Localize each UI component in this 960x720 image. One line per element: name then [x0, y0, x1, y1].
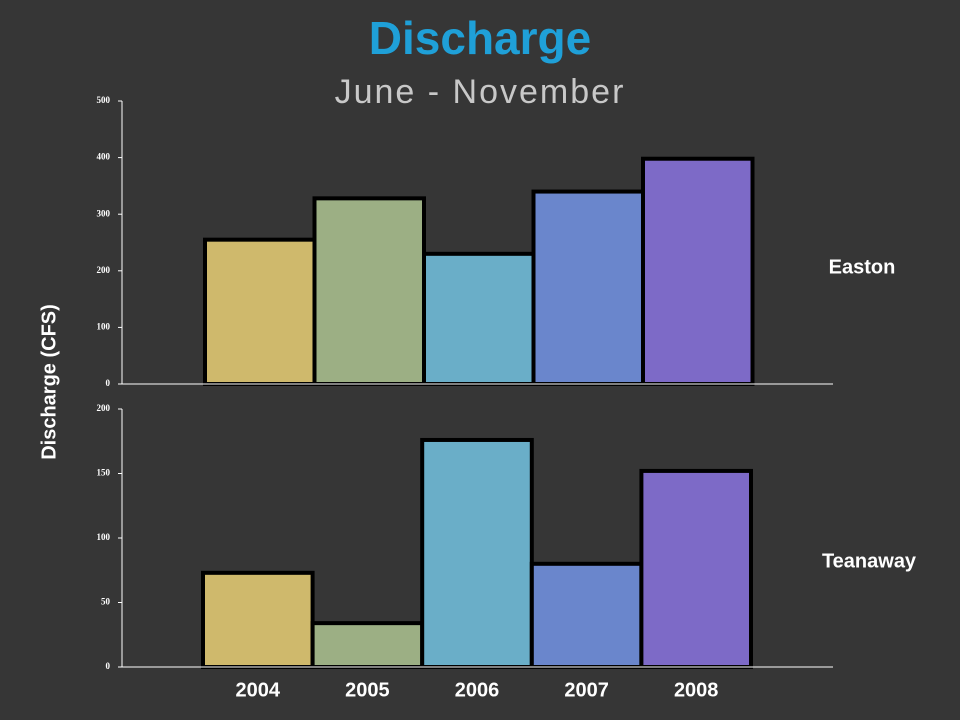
- y-axis-label: Discharge (CFS): [38, 304, 60, 460]
- x-tick-label: 2006: [455, 679, 500, 701]
- y-tick-label: 200: [97, 403, 111, 413]
- series-label: Easton: [829, 256, 896, 278]
- bar: [201, 570, 315, 670]
- y-tick-label: 0: [106, 661, 111, 671]
- y-tick-label: 200: [97, 265, 111, 275]
- y-tick-label: 150: [97, 468, 111, 478]
- bar: [420, 437, 534, 669]
- x-tick-label: 2004: [236, 679, 281, 701]
- bar: [531, 189, 645, 386]
- x-tick-label: 2005: [345, 679, 390, 701]
- bar: [529, 561, 644, 669]
- subtitle: June - November: [335, 73, 626, 111]
- bar: [310, 621, 425, 670]
- bar: [422, 251, 536, 386]
- y-tick-label: 100: [97, 532, 111, 542]
- y-tick-label: 300: [97, 208, 111, 218]
- y-tick-label: 500: [97, 95, 111, 105]
- bar: [639, 468, 754, 670]
- y-tick-label: 400: [97, 152, 111, 162]
- y-tick-label: 0: [106, 378, 111, 388]
- bar: [312, 196, 426, 386]
- x-tick-label: 2008: [674, 679, 719, 701]
- x-tick-label: 2007: [564, 679, 609, 701]
- series-label: Teanaway: [822, 550, 917, 572]
- bar: [203, 237, 317, 386]
- y-tick-label: 100: [97, 321, 111, 331]
- y-tick-label: 50: [101, 597, 111, 607]
- bar: [641, 156, 755, 386]
- title: Discharge: [369, 12, 591, 64]
